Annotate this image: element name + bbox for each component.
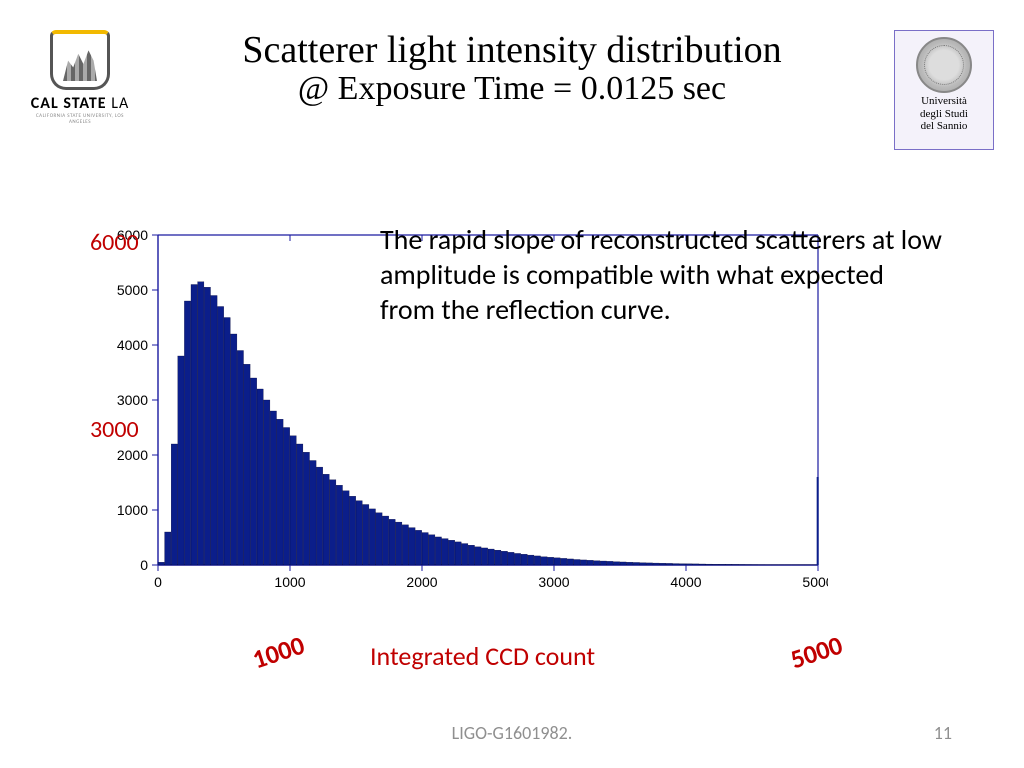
svg-text:1000: 1000 — [117, 502, 148, 518]
svg-text:0: 0 — [154, 574, 162, 590]
svg-text:4000: 4000 — [117, 337, 148, 353]
xlabel: Integrated CCD count — [370, 640, 595, 672]
svg-text:4000: 4000 — [670, 574, 701, 590]
annot-y3000: 3000 — [90, 415, 139, 444]
brand-sub: CALIFORNIA STATE UNIVERSITY, LOS ANGELES — [25, 113, 135, 125]
svg-text:5000: 5000 — [802, 574, 828, 590]
svg-text:1000: 1000 — [274, 574, 305, 590]
coin-icon — [916, 37, 972, 93]
annot-x5000: 5000 — [786, 629, 846, 676]
annot-y6000: 6000 — [90, 228, 139, 257]
brand-main: CAL STATE — [31, 94, 107, 113]
footer-page: 11 — [934, 722, 952, 744]
overlay-text: The rapid slope of reconstructed scatter… — [380, 222, 945, 327]
annot-x1000: 1000 — [248, 629, 308, 676]
uni-line3: del Sannio — [899, 120, 989, 133]
svg-text:3000: 3000 — [117, 392, 148, 408]
brand-suffix: LA — [111, 94, 129, 113]
uni-line1: Università — [899, 95, 989, 108]
sannio-logo: Università degli Studi del Sannio — [894, 30, 994, 150]
calstate-logo: CAL STATE LA CALIFORNIA STATE UNIVERSITY… — [25, 30, 135, 125]
slide-subtitle: @ Exposure Time = 0.0125 sec — [0, 70, 1024, 108]
uni-line2: degli Studi — [899, 108, 989, 121]
svg-text:3000: 3000 — [538, 574, 569, 590]
slide-title: Scatterer light intensity distribution — [0, 28, 1024, 72]
svg-text:2000: 2000 — [406, 574, 437, 590]
svg-text:5000: 5000 — [117, 282, 148, 298]
footer-id: LIGO-G1601982. — [0, 722, 1024, 744]
svg-text:2000: 2000 — [117, 447, 148, 463]
shield-icon — [50, 30, 110, 90]
svg-text:0: 0 — [140, 557, 148, 573]
